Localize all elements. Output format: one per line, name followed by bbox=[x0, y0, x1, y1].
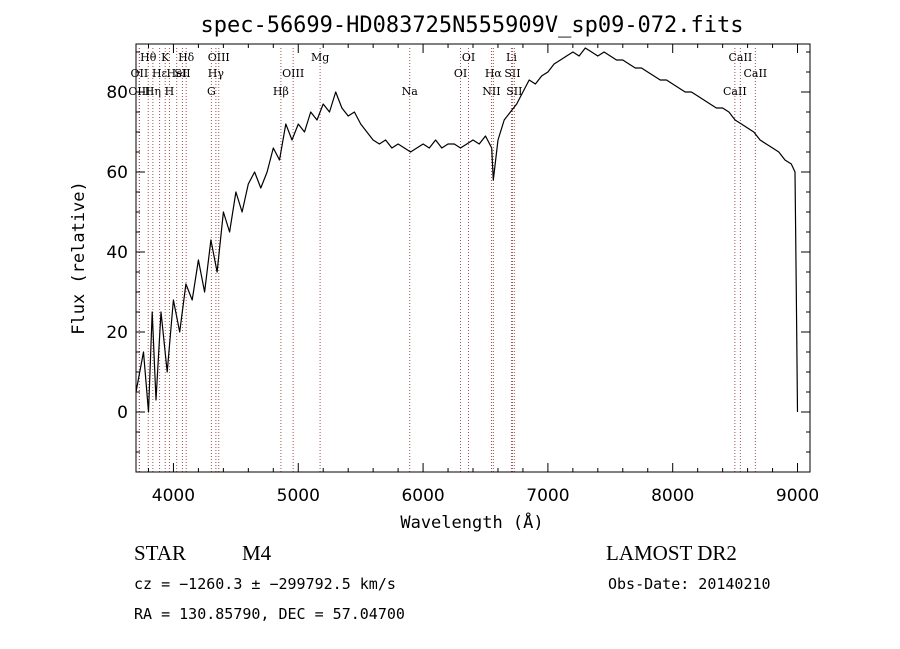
chart-title: spec-56699-HD083725N555909V_sp09-072.fit… bbox=[200, 13, 743, 38]
y-axis-label: Flux (relative) bbox=[69, 181, 89, 335]
spectral-line-label: Hα bbox=[485, 67, 503, 80]
spectral-line-label: Li bbox=[506, 51, 517, 64]
x-tick-label: 9000 bbox=[776, 486, 819, 506]
observation-date: Obs-Date: 20140210 bbox=[608, 575, 771, 593]
spectral-line-label: OIII bbox=[282, 67, 304, 80]
object-subclass: M4 bbox=[242, 541, 272, 565]
spectrum-line bbox=[135, 47, 799, 413]
spectral-line-label: HeI bbox=[166, 67, 186, 80]
spectral-line-label: Na bbox=[402, 85, 419, 98]
spectral-line-label: Mg bbox=[311, 51, 329, 64]
x-tick-label: 6000 bbox=[401, 486, 444, 506]
spectral-line-label: Hε bbox=[152, 67, 168, 80]
object-class: STAR bbox=[134, 541, 186, 565]
plot-frame bbox=[135, 43, 811, 473]
spectral-line-label: Hη bbox=[145, 85, 161, 98]
spectral-line-label: CaII bbox=[743, 67, 767, 80]
redshift-velocity: cz = −1260.3 ± −299792.5 km/s bbox=[134, 575, 396, 593]
spectral-line-label: Hδ bbox=[178, 51, 195, 64]
spectral-line-label: Hθ bbox=[140, 51, 157, 64]
spectral-line-label: OIII bbox=[208, 51, 230, 64]
spectral-line-label: K bbox=[161, 51, 170, 64]
spectral-line-label: NII bbox=[482, 85, 500, 98]
x-tick-label: 7000 bbox=[526, 486, 569, 506]
spectral-line-label: OII bbox=[131, 67, 149, 80]
x-tick-label: 5000 bbox=[277, 486, 320, 506]
spectral-line-label: SII bbox=[504, 67, 520, 80]
spectral-line-label: SII bbox=[174, 67, 190, 80]
spectral-line-label: Hγ bbox=[208, 67, 225, 80]
spectral-line-label: CaII bbox=[729, 51, 753, 64]
spectral-line-label: SII bbox=[506, 85, 522, 98]
survey-name: LAMOST DR2 bbox=[606, 541, 737, 565]
x-tick-label: 4000 bbox=[152, 486, 195, 506]
spectral-line-label: Hβ bbox=[273, 85, 289, 98]
y-tick-label: 20 bbox=[106, 323, 128, 343]
x-axis-label: Wavelength (Å) bbox=[400, 511, 543, 533]
spectral-line-label: H bbox=[165, 85, 175, 98]
y-tick-label: 60 bbox=[106, 163, 128, 183]
y-tick-label: 0 bbox=[117, 403, 128, 423]
sky-coordinates: RA = 130.85790, DEC = 57.04700 bbox=[134, 605, 405, 623]
spectrum-series bbox=[135, 47, 799, 413]
y-tick-label: 40 bbox=[106, 243, 128, 263]
spectral-line-label: OI bbox=[454, 67, 467, 80]
spectral-line-label: G bbox=[207, 85, 216, 98]
axis-ticks: 4000 5000 6000 7000 8000 9000 0 20 40 60 80 bbox=[106, 44, 819, 506]
x-tick-label: 8000 bbox=[651, 486, 694, 506]
spectral-line-label: CaII bbox=[723, 85, 747, 98]
y-tick-label: 80 bbox=[106, 83, 128, 103]
spectral-line-label: OI bbox=[462, 51, 475, 64]
